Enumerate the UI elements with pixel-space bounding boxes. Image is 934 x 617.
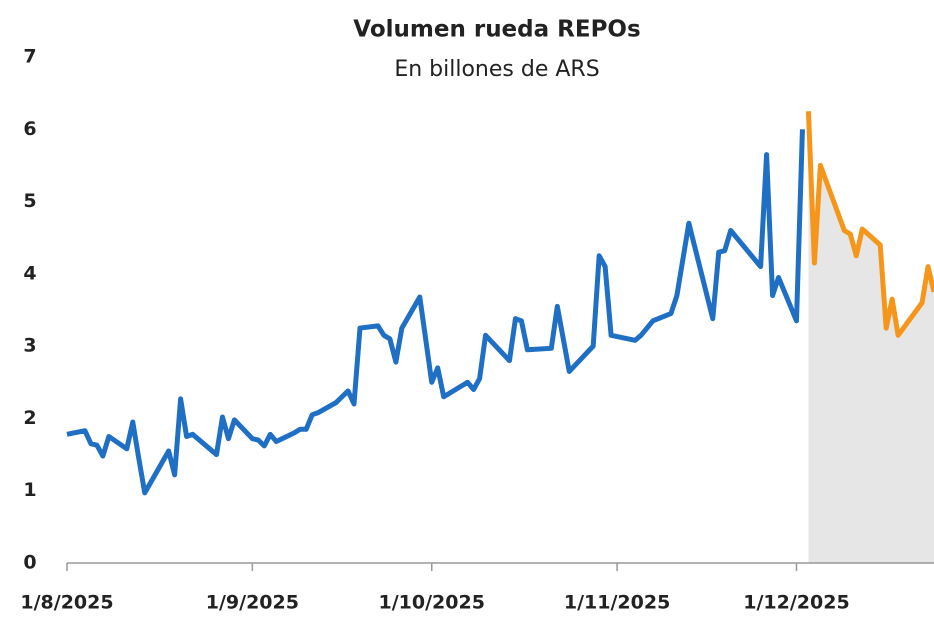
y-tick-label: 7 [23,46,36,68]
x-tick-label: 1/8/2025 [20,592,113,614]
y-tick-label: 5 [23,190,36,212]
y-tick-label: 0 [23,552,36,574]
y-tick-label: 3 [23,335,36,357]
y-tick-label: 4 [23,262,36,284]
chart-subtitle: En billones de ARS [394,57,599,82]
y-tick-label: 1 [23,479,36,501]
line [66,129,805,496]
x-tick-label: 1/10/2025 [379,592,485,614]
y-tick-label: 6 [23,118,36,140]
line [805,111,934,338]
y-tick-label: 2 [23,407,36,429]
x-tick-label: 1/11/2025 [564,592,670,614]
x-tick-label: 1/9/2025 [206,592,299,614]
x-tick-label: 1/12/2025 [743,592,849,614]
chart-title: Volumen rueda REPOs [353,17,640,43]
